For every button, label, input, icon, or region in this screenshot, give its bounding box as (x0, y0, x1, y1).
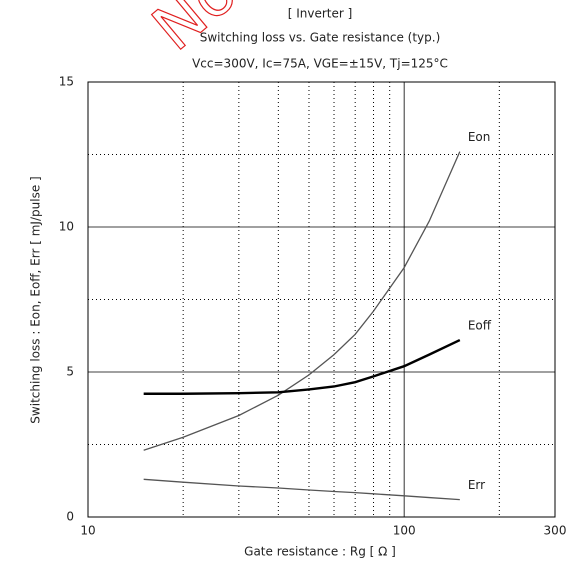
series-label: Err (468, 478, 485, 492)
y-tick-label: 5 (66, 365, 74, 379)
chart-title: [ Inverter ] (288, 7, 353, 21)
series-label: Eon (468, 130, 491, 144)
y-axis-label: Switching loss : Eon, Eoff, Err [ mJ/pul… (29, 176, 43, 423)
line (143, 151, 461, 451)
x-tick-label: 300 (544, 524, 567, 538)
line (143, 339, 461, 395)
series-label: Eoff (468, 319, 492, 333)
plot-frame (87, 81, 556, 518)
x-tick-label: 10 (80, 524, 95, 538)
conditions: Vcc=300V, Ic=75A, VGE=±15V, Tj=125°C (192, 57, 448, 71)
x-axis-label: Gate resistance : Rg [ Ω ] (244, 545, 396, 559)
x-tick-label: 100 (393, 524, 416, 538)
chart-subtitle: Switching loss vs. Gate resistance (typ.… (200, 31, 441, 45)
y-tick-label: 10 (59, 220, 74, 234)
y-tick-label: 0 (66, 510, 74, 524)
y-tick-label: 15 (59, 75, 74, 89)
line (143, 478, 460, 501)
